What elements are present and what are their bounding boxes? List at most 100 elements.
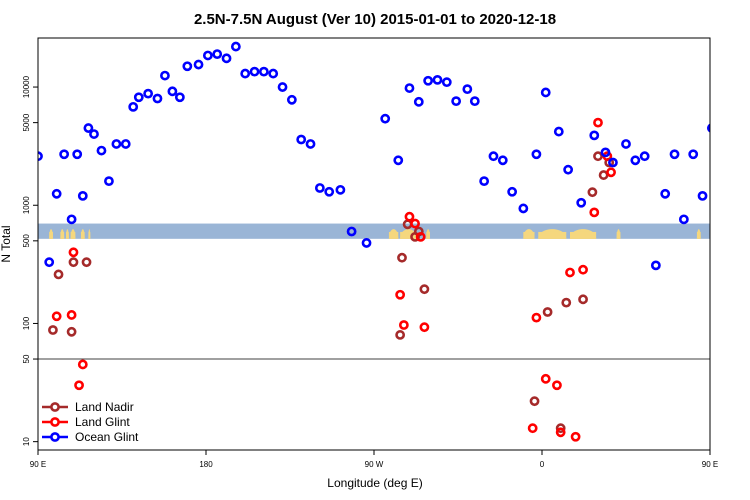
- ocean-glint-point: [89, 129, 99, 139]
- ocean-glint-point: [650, 260, 661, 271]
- land-glint-point: [734, 311, 741, 318]
- ocean-glint-point: [212, 49, 223, 60]
- ocean-glint-point: [736, 178, 743, 185]
- map-band-land-base: [70, 231, 76, 239]
- ocean-glint-point: [589, 130, 600, 141]
- ocean-glint-point: [462, 84, 473, 95]
- land-glint-point: [419, 322, 430, 333]
- legend-label-ocean-glint: Ocean Glint: [75, 430, 139, 444]
- ocean-glint-point: [621, 139, 631, 149]
- y-tick-label: 100: [22, 316, 31, 330]
- land-nadir-point: [716, 326, 723, 333]
- ocean-glint-point: [744, 140, 750, 147]
- land-nadir-point: [397, 252, 407, 263]
- x-tick-label: 90 E: [702, 460, 718, 469]
- land-nadir-point: [419, 284, 430, 295]
- ocean-glint-point: [451, 96, 462, 107]
- land-glint-point: [540, 373, 551, 384]
- ocean-glint-point: [143, 88, 154, 99]
- map-band-land-base: [49, 231, 53, 239]
- map-band-land-base: [60, 231, 65, 239]
- land-glint-point: [729, 313, 736, 320]
- ocean-glint-point: [230, 41, 241, 52]
- ocean-glint-point: [563, 164, 574, 175]
- land-nadir-point: [68, 257, 79, 268]
- ocean-glint-point: [497, 155, 508, 166]
- ocean-glint-point: [518, 203, 529, 214]
- land-glint-point: [593, 117, 603, 128]
- map-band-land-base: [80, 231, 85, 239]
- land-nadir-point: [738, 259, 745, 266]
- ocean-glint-point: [540, 87, 551, 98]
- land-glint-point: [738, 249, 745, 256]
- y-tick-label: 10: [22, 437, 31, 446]
- ocean-glint-point: [630, 155, 641, 166]
- ocean-glint-point: [479, 176, 490, 187]
- map-band-land-base: [523, 231, 535, 239]
- ocean-glint-point: [96, 145, 107, 156]
- ocean-glint-point: [576, 197, 587, 208]
- map-band-ocean: [38, 223, 710, 239]
- map-band-land-base: [66, 231, 69, 239]
- map-band-land-base: [616, 231, 621, 239]
- ocean-glint-point: [66, 214, 77, 225]
- ocean-glint-point: [240, 68, 251, 79]
- ocean-glint-point: [111, 139, 122, 149]
- land-glint-point: [552, 380, 562, 391]
- land-nadir-point: [587, 187, 598, 198]
- ocean-glint-point: [296, 134, 307, 145]
- chart-title: 2.5N-7.5N August (Ver 10) 2015-01-01 to …: [194, 11, 556, 28]
- land-nadir-point: [395, 330, 406, 340]
- map-band-land-base: [716, 232, 720, 239]
- y-tick-label: 10000: [22, 75, 31, 98]
- land-nadir-point: [542, 307, 553, 317]
- ocean-glint-point: [51, 188, 62, 199]
- map-band-land-base: [400, 231, 417, 239]
- ocean-glint-point: [393, 155, 404, 166]
- ocean-glint-point: [413, 96, 424, 107]
- map-band: [38, 223, 720, 239]
- ocean-glint-point: [688, 149, 699, 160]
- ocean-glint-point: [193, 59, 204, 70]
- ocean-glint-point: [697, 190, 708, 201]
- land-glint-point: [395, 289, 406, 300]
- land-glint-point: [66, 310, 77, 320]
- land-nadir-point: [66, 326, 77, 337]
- ocean-glint-point: [608, 157, 618, 168]
- ocean-glint-point: [423, 75, 434, 86]
- ocean-glint-point: [404, 83, 415, 93]
- land-glint-point: [570, 431, 581, 442]
- ocean-glint-point: [128, 101, 139, 112]
- ocean-glint-point: [441, 77, 452, 88]
- land-glint-point: [531, 312, 542, 323]
- ocean-glint-point: [727, 147, 734, 154]
- y-tick-label: 1000: [22, 196, 31, 214]
- map-band-land-base: [696, 231, 701, 239]
- ocean-glint-point: [718, 130, 725, 137]
- legend-marker-land-nadir: [50, 402, 60, 412]
- plot-frame: [37, 37, 711, 451]
- ocean-glint-point: [553, 126, 564, 137]
- y-axis-ticks: 10 50 100 500 1000 5000 10000: [22, 75, 38, 446]
- land-glint-point: [589, 207, 600, 218]
- ocean-glint-point: [268, 68, 279, 79]
- legend-marker-land-glint: [50, 417, 60, 427]
- x-tick-label: 90 E: [30, 460, 46, 469]
- ocean-glint-point: [174, 92, 185, 103]
- ocean-glint-point: [531, 149, 542, 160]
- land-glint-point: [746, 361, 750, 368]
- y-tick-label: 500: [22, 234, 31, 248]
- data-points: [38, 41, 750, 442]
- ocean-glint-point: [286, 94, 297, 105]
- land-glint-point: [555, 427, 566, 438]
- land-glint-point: [410, 218, 420, 229]
- y-axis-title: N Total: [0, 225, 13, 262]
- land-nadir-point: [721, 271, 728, 278]
- ocean-glint-point: [335, 184, 346, 195]
- ocean-glint-point: [104, 176, 114, 187]
- ocean-glint-point: [314, 183, 325, 193]
- x-axis-ticks: 90 E 180 90 W 0 90 E: [30, 450, 718, 469]
- map-band-land: [716, 229, 720, 239]
- ocean-glint-point: [182, 61, 193, 72]
- ocean-glint-point: [600, 147, 611, 158]
